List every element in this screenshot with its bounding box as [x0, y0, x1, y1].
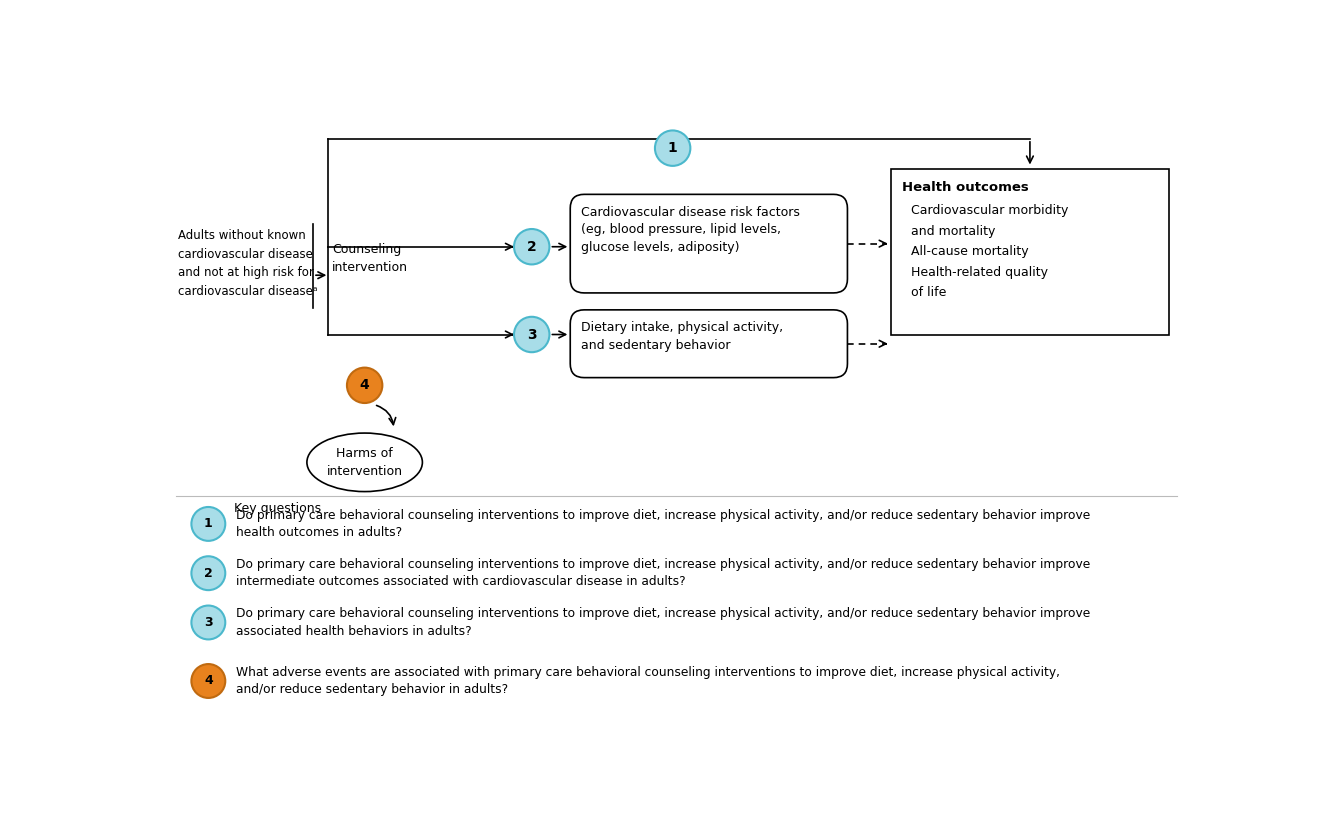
Circle shape: [513, 316, 549, 352]
Text: Cardiovascular disease risk factors
(eg, blood pressure, lipid levels,
glucose l: Cardiovascular disease risk factors (eg,…: [581, 206, 800, 254]
Circle shape: [191, 664, 226, 698]
Text: Health outcomes: Health outcomes: [902, 181, 1028, 194]
Text: Health-related quality: Health-related quality: [911, 265, 1048, 279]
Text: 2: 2: [527, 240, 537, 254]
Text: 1: 1: [668, 141, 677, 155]
Circle shape: [191, 556, 226, 590]
Text: What adverse events are associated with primary care behavioral counseling inter: What adverse events are associated with …: [236, 666, 1060, 696]
Bar: [891, 169, 1170, 335]
Text: 1: 1: [205, 517, 213, 531]
Text: 3: 3: [527, 327, 536, 341]
Text: Adults without known
cardiovascular disease
and not at high risk for
cardiovascu: Adults without known cardiovascular dise…: [178, 229, 318, 297]
Text: 3: 3: [205, 616, 213, 629]
Circle shape: [347, 368, 383, 403]
Ellipse shape: [306, 433, 422, 492]
Circle shape: [191, 507, 226, 541]
Text: All-cause mortality: All-cause mortality: [911, 246, 1030, 258]
Text: Key questions: Key questions: [234, 503, 321, 515]
Text: Do primary care behavioral counseling interventions to improve diet, increase ph: Do primary care behavioral counseling in…: [236, 558, 1090, 588]
Text: 4: 4: [360, 378, 370, 392]
Text: 4: 4: [205, 675, 213, 687]
Text: Harms of
intervention: Harms of intervention: [326, 447, 403, 478]
Circle shape: [191, 606, 226, 639]
Text: Dietary intake, physical activity,
and sedentary behavior: Dietary intake, physical activity, and s…: [581, 321, 783, 352]
Circle shape: [513, 229, 549, 265]
Text: Counseling
intervention: Counseling intervention: [333, 243, 408, 274]
Text: of life: of life: [911, 286, 946, 299]
Text: 2: 2: [205, 567, 213, 580]
FancyBboxPatch shape: [570, 310, 847, 377]
Circle shape: [655, 130, 690, 166]
Text: Do primary care behavioral counseling interventions to improve diet, increase ph: Do primary care behavioral counseling in…: [236, 508, 1090, 539]
Text: and mortality: and mortality: [911, 225, 995, 238]
Text: Do primary care behavioral counseling interventions to improve diet, increase ph: Do primary care behavioral counseling in…: [236, 607, 1090, 638]
Text: Cardiovascular morbidity: Cardiovascular morbidity: [911, 204, 1069, 218]
FancyBboxPatch shape: [570, 194, 847, 293]
